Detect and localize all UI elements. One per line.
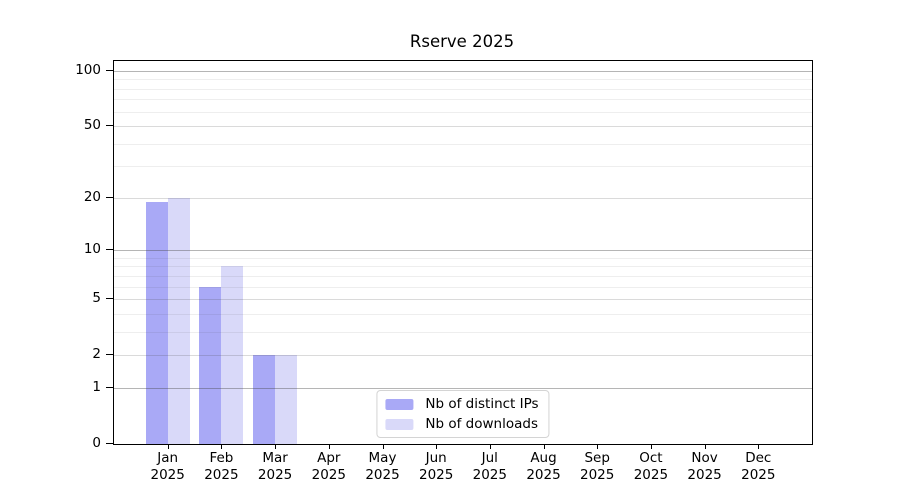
y-tick-label-5: 5 <box>92 290 101 307</box>
y-tick-label-2: 2 <box>92 346 101 363</box>
gridline-minor-4 <box>114 313 812 315</box>
gridline-minor-40 <box>114 143 812 145</box>
bar-distinct-ips-mar <box>253 355 276 444</box>
x-tick-label-sep: Sep 2025 <box>580 450 615 483</box>
gridline-minor-90 <box>114 79 812 81</box>
x-tick-label-jun: Jun 2025 <box>419 450 454 483</box>
x-tick-mark-jun <box>436 444 438 449</box>
x-tick-mark-sep <box>597 444 599 449</box>
gridline-minor-3 <box>114 331 812 333</box>
legend-label-downloads: Nb of downloads <box>425 416 538 432</box>
x-tick-mark-nov <box>704 444 706 449</box>
chart-title: Rserve 2025 <box>409 32 515 51</box>
plot-area: Nb of distinct IPs Nb of downloads <box>113 60 813 445</box>
bar-downloads-jan <box>167 197 190 444</box>
x-tick-mark-oct <box>650 444 652 449</box>
x-tick-label-apr: Apr 2025 <box>311 450 346 483</box>
gridline-minor-30 <box>114 166 812 168</box>
y-tick-label-20: 20 <box>83 188 101 205</box>
bar-downloads-feb <box>221 266 244 444</box>
legend-row-distinct-ips: Nb of distinct IPs <box>385 396 539 412</box>
legend-label-distinct-ips: Nb of distinct IPs <box>425 396 539 412</box>
y-tick-mark-1 <box>106 386 113 388</box>
x-tick-mark-jul <box>489 444 491 449</box>
gridline-sub-20 <box>114 197 812 199</box>
y-tick-label-100: 100 <box>75 61 101 78</box>
y-tick-mark-5 <box>106 298 113 300</box>
legend: Nb of distinct IPs Nb of downloads <box>376 390 550 438</box>
legend-row-downloads: Nb of downloads <box>385 416 538 432</box>
x-tick-label-aug: Aug 2025 <box>526 450 561 483</box>
y-tick-label-50: 50 <box>83 117 101 133</box>
x-tick-label-feb: Feb 2025 <box>204 450 239 483</box>
x-tick-label-dec: Dec 2025 <box>741 450 776 483</box>
y-tick-label-1: 1 <box>92 378 101 395</box>
y-tick-mark-100 <box>106 69 113 71</box>
bars-layer <box>114 61 812 444</box>
gridline-minor-80 <box>114 88 812 90</box>
y-tick-mark-20 <box>106 196 113 198</box>
x-tick-label-jul: Jul 2025 <box>472 450 507 483</box>
y-tick-mark-50 <box>106 125 113 126</box>
gridline-decade-100 <box>114 70 812 72</box>
x-tick-label-mar: Mar 2025 <box>257 450 293 483</box>
y-tick-mark-0 <box>106 443 113 444</box>
gridline-minor-60 <box>114 111 812 113</box>
gridline-sub-5 <box>114 299 812 301</box>
x-tick-label-may: May 2025 <box>365 450 400 483</box>
legend-swatch-downloads-icon <box>385 418 414 430</box>
legend-swatch-distinct-ips-icon <box>385 398 414 410</box>
y-tick-label-10: 10 <box>83 241 101 258</box>
bar-downloads-mar <box>275 355 298 444</box>
gridline-minor-9 <box>114 257 812 259</box>
x-tick-label-oct: Oct 2025 <box>633 450 669 483</box>
gridline-sub-50 <box>114 126 812 127</box>
gridline-decade-10 <box>114 250 812 252</box>
x-tick-mark-aug <box>543 444 545 449</box>
x-tick-label-jan: Jan 2025 <box>150 450 185 483</box>
gridline-minor-8 <box>114 266 812 268</box>
x-tick-mark-dec <box>758 444 760 449</box>
x-tick-mark-mar <box>275 444 277 449</box>
y-tick-mark-10 <box>106 249 113 251</box>
gridline-minor-70 <box>114 99 812 101</box>
bar-distinct-ips-feb <box>199 286 222 444</box>
gridline-decade-1 <box>114 387 812 389</box>
x-tick-label-nov: Nov 2025 <box>687 450 722 483</box>
gridline-minor-7 <box>114 275 812 277</box>
y-tick-label-0: 0 <box>92 435 101 451</box>
grid-layer <box>114 61 812 444</box>
x-tick-mark-apr <box>328 444 330 449</box>
bar-distinct-ips-jan <box>145 201 168 444</box>
x-tick-mark-may <box>382 444 384 449</box>
x-tick-mark-jan <box>167 444 169 449</box>
x-tick-mark-feb <box>221 444 223 449</box>
gridline-minor-6 <box>114 286 812 288</box>
gridline-sub-2 <box>114 355 812 357</box>
y-tick-mark-2 <box>106 354 113 356</box>
